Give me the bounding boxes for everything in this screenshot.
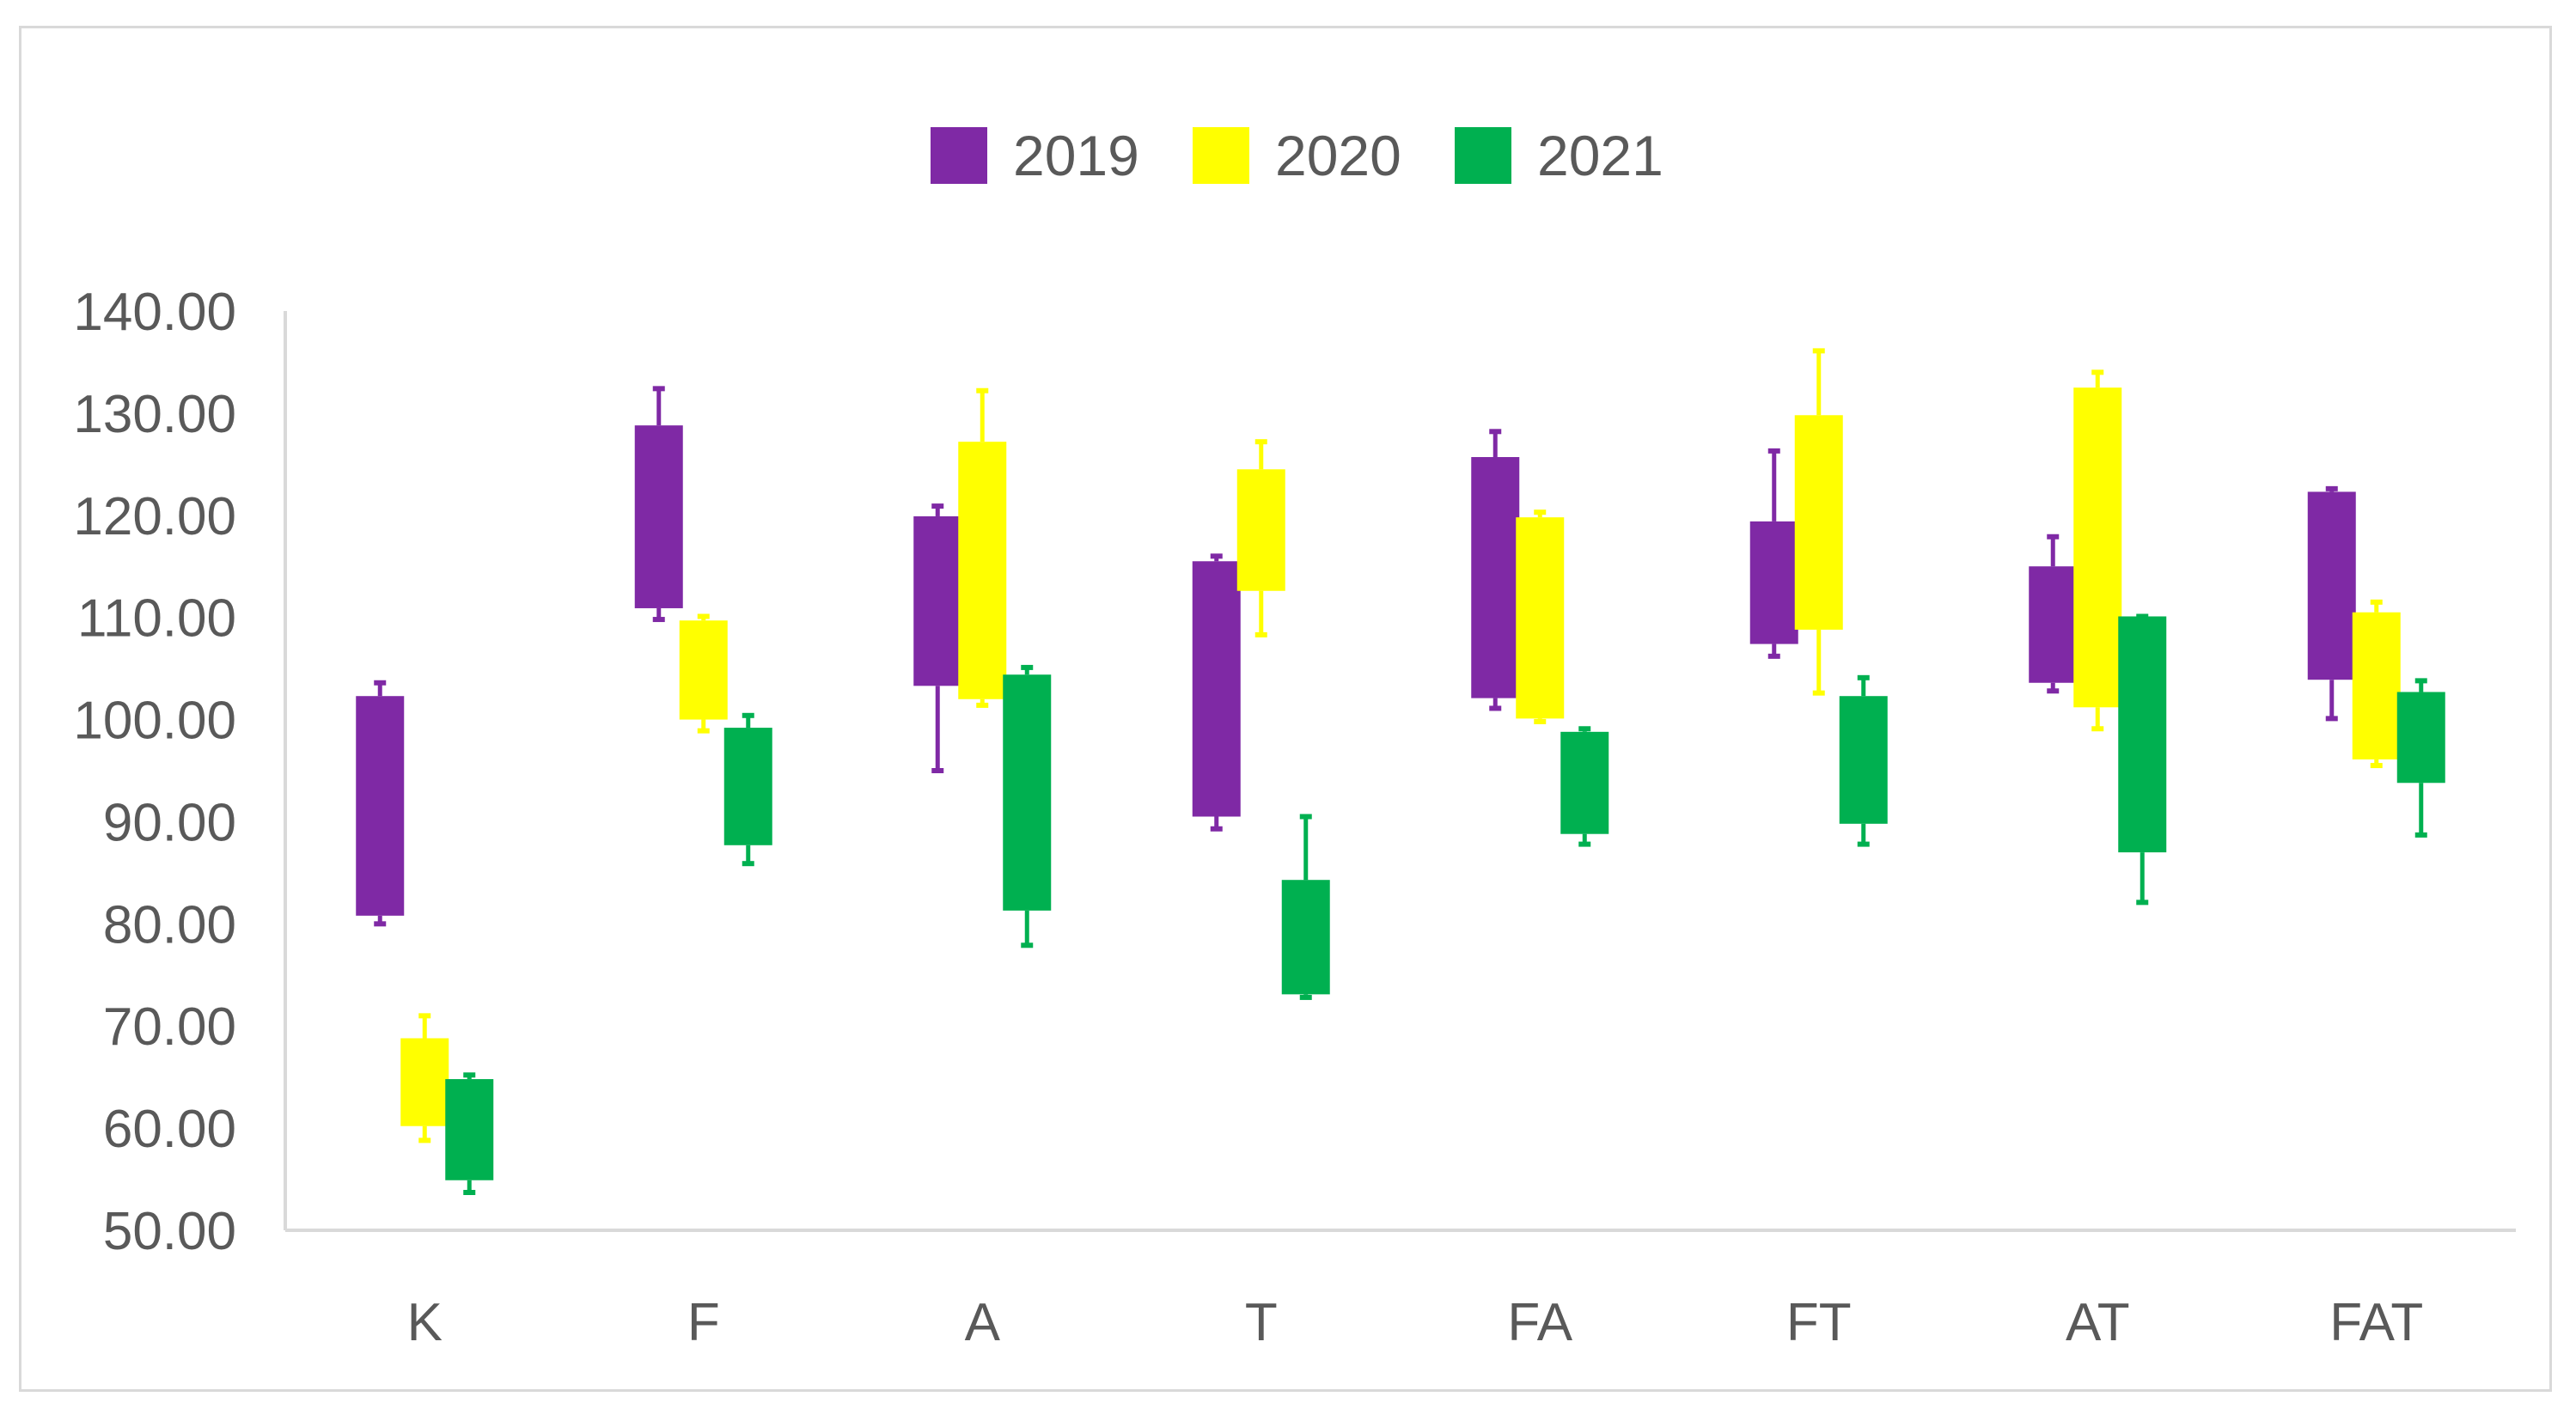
x-tick-label: FA: [1507, 1293, 1572, 1352]
y-tick-label: 60.00: [103, 1100, 236, 1159]
x-axis: K F A T FA FT AT FAT: [285, 1229, 2516, 1352]
box-2020-FAT: [2352, 612, 2401, 759]
x-tick-label: A: [965, 1293, 1001, 1352]
box-2020-FA: [1516, 517, 1565, 719]
box-2019-FT: [1749, 521, 1798, 644]
legend-swatch-2020: [1193, 127, 1249, 184]
box-2020-A: [958, 442, 1007, 699]
x-tick-label: K: [407, 1293, 443, 1352]
plot-area: [356, 348, 2445, 1196]
x-tick-label: F: [687, 1293, 720, 1352]
box-2019-K: [356, 696, 405, 916]
box-2020-FT: [1794, 415, 1843, 630]
y-tick-label: 120.00: [73, 487, 236, 546]
x-tick-label: AT: [2066, 1293, 2130, 1352]
box-2021-FA: [1560, 731, 1609, 834]
x-tick-label: FT: [1786, 1293, 1852, 1352]
y-tick-label: 90.00: [103, 793, 236, 852]
series-2020: [400, 348, 2401, 1144]
y-axis: 50.00 60.00 70.00 80.00 90.00 100.00 110.00 120…: [73, 283, 287, 1261]
box-2021-FT: [1839, 696, 1888, 824]
box-2019-A: [913, 515, 962, 686]
box-2019-AT: [2029, 566, 2078, 683]
legend-label: 2019: [1013, 124, 1139, 187]
box-2021-K: [445, 1079, 494, 1180]
y-tick-label: 130.00: [73, 385, 236, 444]
series-2021: [445, 613, 2445, 1196]
box-2019-FA: [1471, 457, 1520, 698]
box-2020-T: [1236, 469, 1285, 591]
y-tick-label: 100.00: [73, 692, 236, 751]
y-tick-label: 70.00: [103, 997, 236, 1057]
box-2021-FAT: [2396, 692, 2445, 784]
box-2020-F: [679, 620, 728, 720]
x-tick-label: FAT: [2329, 1293, 2423, 1352]
x-tick-label: T: [1245, 1293, 1278, 1352]
legend-swatch-2019: [931, 127, 987, 184]
y-tick-label: 50.00: [103, 1202, 236, 1261]
box-2019-T: [1192, 561, 1241, 817]
legend-label: 2021: [1537, 124, 1663, 187]
y-tick-label: 140.00: [73, 283, 236, 342]
box-2021-T: [1281, 880, 1330, 995]
legend: 2019 2020 2021: [931, 124, 1663, 187]
box-2021-AT: [2118, 616, 2167, 853]
series-2019: [356, 386, 2356, 927]
box-2021-F: [723, 728, 772, 845]
box-2019-F: [634, 425, 683, 608]
box-2019-FAT: [2307, 491, 2356, 680]
box-2020-AT: [2073, 387, 2122, 708]
y-tick-label: 80.00: [103, 895, 236, 954]
box-2021-A: [1003, 674, 1052, 911]
legend-label: 2020: [1275, 124, 1401, 187]
y-tick-label: 110.00: [77, 589, 236, 649]
box-2020-K: [400, 1038, 449, 1126]
legend-swatch-2021: [1455, 127, 1511, 184]
